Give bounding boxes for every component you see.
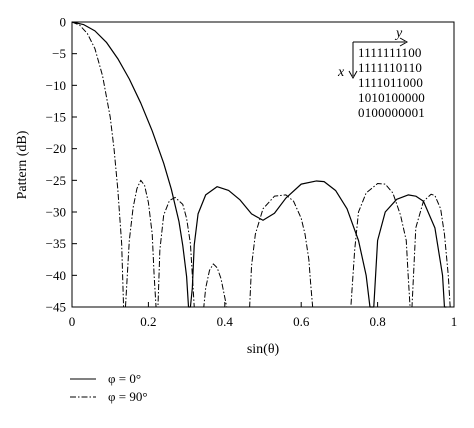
x-tick-label: 0.4 [217, 314, 234, 329]
inset-y-label: y [394, 26, 403, 41]
plot-frame [71, 21, 455, 308]
matrix-row: 1111011000 [358, 75, 423, 90]
y-tick-label: −25 [46, 173, 66, 188]
axis-ticks: 0 0.2 0.4 0.6 0.8 1 0 −5 −10 −15 −20 −25 −30 −35 −40 −4… [46, 15, 458, 330]
matrix-row: 1111111100 [358, 45, 422, 60]
y-tick-label: −30 [46, 205, 66, 220]
series-layer [71, 21, 451, 308]
y-tick-label: −10 [46, 78, 66, 93]
matrix-row: 1010100000 [358, 90, 425, 105]
inset-y-arrowhead [399, 37, 409, 47]
y-tick-label: −15 [46, 110, 66, 125]
inset-matrix: y x 1111111100 1111110110 1111011000 101… [337, 26, 425, 120]
y-axis-title: Pattern (dB) [15, 130, 30, 199]
legend-label: φ = 0° [108, 371, 141, 386]
matrix-row: 0100000001 [358, 105, 425, 120]
x-tick-label: 0 [69, 314, 76, 329]
x-axis-title: sin(θ) [247, 342, 280, 357]
y-tick-label: −45 [46, 300, 66, 315]
y-tick-label: −40 [46, 268, 66, 283]
series-phi-0-line [71, 21, 447, 308]
x-tick-label: 0.2 [140, 314, 156, 329]
series-phi-90-line [71, 21, 451, 308]
x-tick-label: 0.6 [293, 314, 310, 329]
y-tick-label: −5 [52, 46, 66, 61]
x-tick-label: 1 [451, 314, 458, 329]
y-tick-label: −20 [46, 141, 66, 156]
y-tick-label: 0 [60, 15, 67, 30]
x-tick-label: 0.8 [369, 314, 385, 329]
inset-x-label: x [337, 65, 345, 80]
legend: φ = 0° φ = 90° [70, 371, 148, 404]
y-tick-label: −35 [46, 236, 66, 251]
matrix-row: 1111110110 [358, 60, 422, 75]
legend-label: φ = 90° [108, 389, 148, 404]
inset-x-arrowhead [348, 70, 358, 80]
